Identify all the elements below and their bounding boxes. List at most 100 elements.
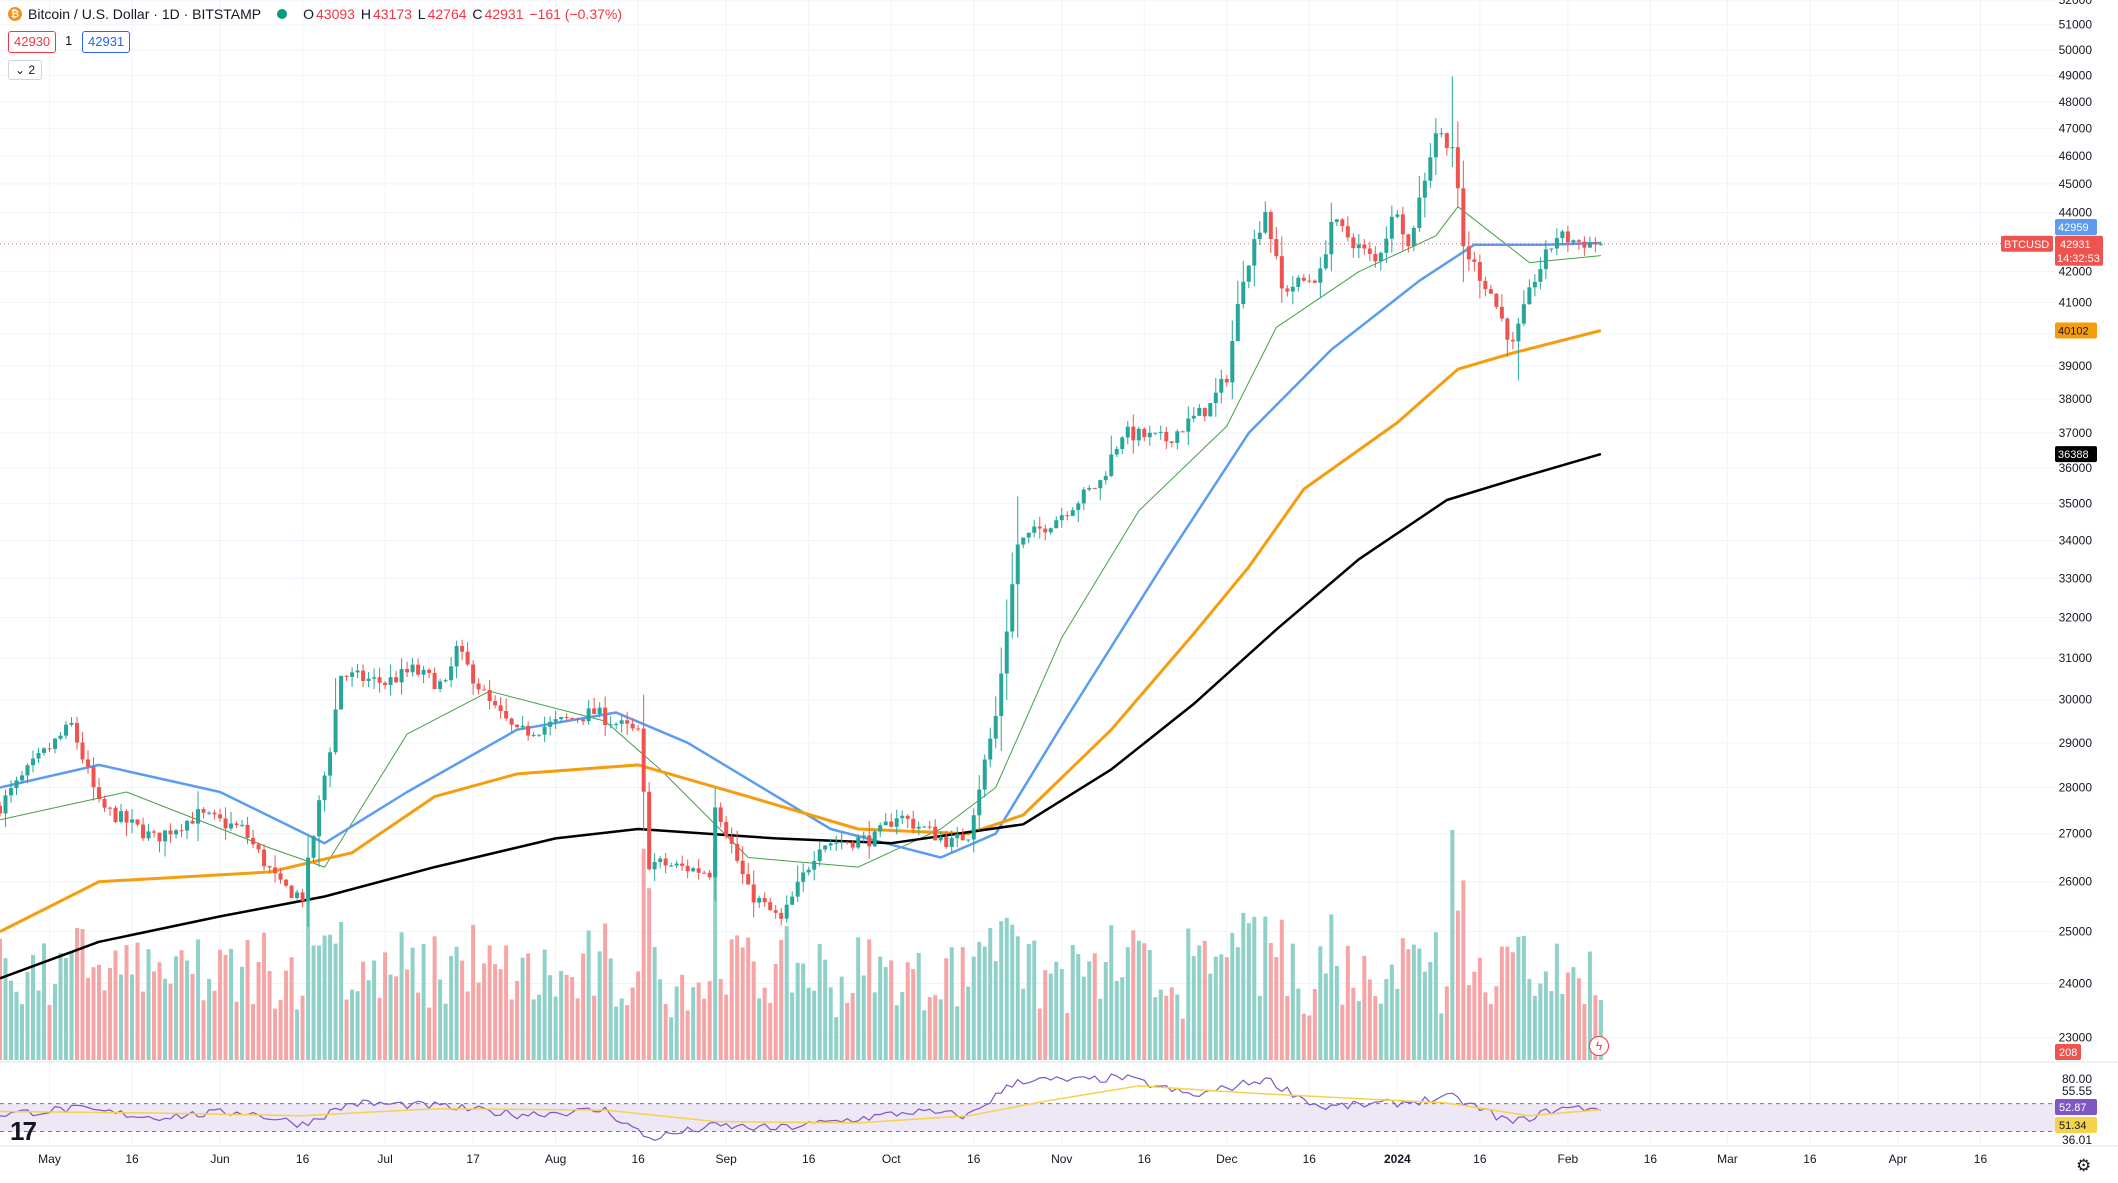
buy-price-button[interactable]: 42931 (82, 31, 131, 53)
candle-body (482, 689, 487, 691)
candle-body (548, 721, 553, 727)
candle-body (509, 718, 514, 725)
sell-price-button[interactable]: 42930 (8, 31, 57, 53)
volume-bar (718, 978, 723, 1060)
date-tick-label: 16 (296, 1152, 310, 1166)
volume-bar (553, 996, 558, 1060)
volume-bar (1098, 998, 1103, 1060)
date-tick-label: 16 (1803, 1152, 1817, 1166)
tradingview-logo-icon[interactable]: 17 (10, 1116, 37, 1146)
volume-bar (1461, 880, 1466, 1060)
candle-body (124, 811, 129, 823)
rsi-badge: 52.87 (2059, 1102, 2087, 1114)
price-tick-label: 45000 (2059, 177, 2093, 191)
volume-bar (927, 997, 932, 1060)
volume-bar (80, 929, 85, 1060)
candle-body (526, 725, 531, 736)
indicators-collapse-button[interactable]: ⌄ 2 (8, 60, 43, 80)
candle-body (53, 738, 58, 749)
candle-body (262, 849, 267, 867)
volume-bar (1417, 948, 1422, 1060)
volume-bar (845, 1002, 850, 1060)
volume-bar (834, 1017, 839, 1060)
gear-icon[interactable]: ⚙ (2076, 1156, 2092, 1175)
volume-bar (405, 969, 410, 1060)
volume-bar (559, 971, 564, 1060)
volume-bar (977, 941, 982, 1060)
candle-body (1450, 147, 1455, 149)
candle-body (834, 842, 839, 844)
candle-body (861, 835, 866, 838)
candle-body (828, 843, 833, 846)
volume-bar (603, 923, 608, 1060)
volume-bar (482, 963, 487, 1060)
symbol-title[interactable]: Bitcoin / U.S. Dollar · 1D · BITSTAMP (28, 6, 262, 22)
candle-body (1279, 256, 1284, 289)
candle-body (1241, 281, 1246, 305)
volume-bar (196, 939, 201, 1060)
candle-body (146, 831, 151, 839)
volume-bar (1318, 946, 1323, 1060)
volume-bar (146, 949, 151, 1060)
price-tick-label: 25000 (2059, 925, 2093, 939)
candle-body (1587, 242, 1592, 248)
candle-body (1213, 392, 1218, 404)
volume-bar (773, 964, 778, 1060)
candle-body (460, 645, 465, 652)
candle-body (1439, 133, 1444, 135)
volume-bar (218, 949, 223, 1060)
volume-bar (432, 936, 437, 1060)
candle-body (1483, 280, 1488, 290)
candle-body (905, 815, 910, 819)
volume-bar (872, 992, 877, 1060)
volume-bar (1208, 973, 1213, 1060)
candle-body (647, 791, 652, 870)
candle-body (762, 898, 767, 903)
candle-body (36, 752, 41, 759)
volume-bar (1351, 987, 1356, 1060)
candle-body (988, 738, 993, 760)
volume-bar (1389, 964, 1394, 1060)
volume-bar (256, 962, 261, 1060)
candle-body (674, 863, 679, 866)
symbol-legend: ₿ Bitcoin / U.S. Dollar · 1D · BITSTAMP … (8, 6, 624, 22)
price-tick-label: 50000 (2059, 43, 2093, 57)
candle-body (1532, 281, 1537, 288)
candle-body (1257, 232, 1262, 240)
candle-body (575, 718, 580, 720)
candle-body (465, 651, 470, 665)
lightning-icon[interactable]: ϟ (1589, 1036, 1609, 1056)
volume-bar (674, 986, 679, 1060)
volume-bar (779, 939, 784, 1060)
candle-body (1219, 378, 1224, 393)
volume-bar (1312, 988, 1317, 1060)
volume-bar (141, 991, 146, 1060)
volume-bar (922, 1010, 927, 1060)
candle-body (75, 722, 80, 743)
candle-body (1400, 214, 1405, 235)
ma-price-badge-bg (2055, 218, 2097, 235)
volume-bar (454, 946, 459, 1060)
volume-bar (1345, 945, 1350, 1060)
volume-bar (784, 926, 789, 1060)
candle-body (1186, 418, 1191, 432)
volume-bar (1279, 919, 1284, 1060)
candle-body (1521, 304, 1526, 324)
candle-body (625, 720, 630, 724)
volume-bar (916, 952, 921, 1060)
candle-body (3, 795, 8, 814)
candle-body (377, 677, 382, 683)
volume-bar (1554, 943, 1559, 1060)
volume-bar (1362, 955, 1367, 1060)
candle-body (1565, 231, 1570, 243)
candle-body (350, 672, 355, 677)
volume-bar (685, 1010, 690, 1060)
rsi-badge-bg (2055, 1099, 2097, 1115)
candle-body (570, 717, 575, 719)
volume-bar (680, 974, 685, 1060)
volume-bar (443, 1003, 448, 1060)
volume-bar (1285, 995, 1290, 1060)
moving-average-line (0, 452, 1602, 980)
candle-body (1070, 510, 1075, 516)
